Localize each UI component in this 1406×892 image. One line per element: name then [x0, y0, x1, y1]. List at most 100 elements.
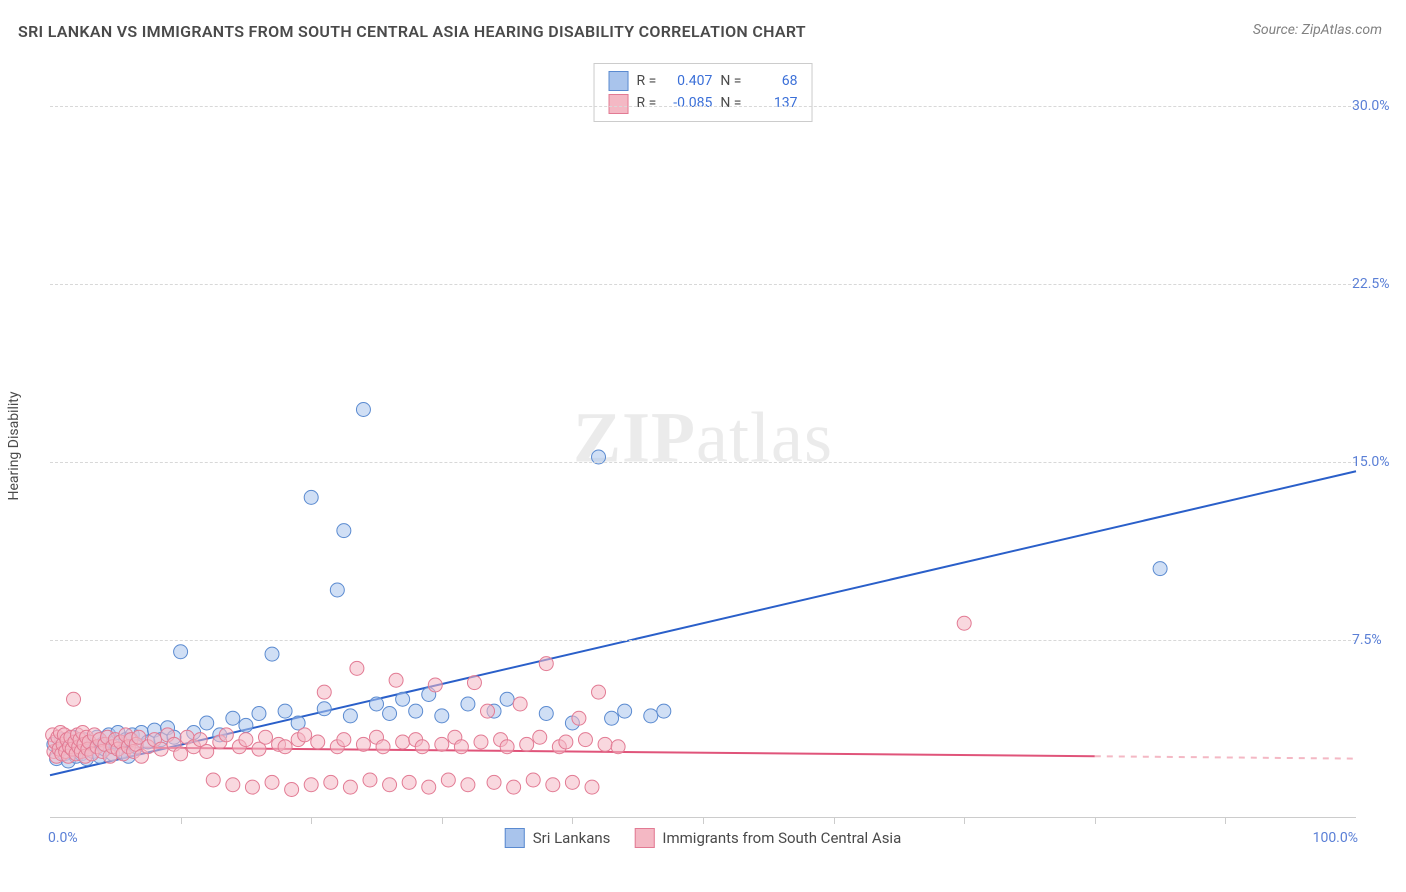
data-point-sri_lankans [500, 692, 514, 706]
y-axis-label: Hearing Disability [6, 392, 22, 501]
data-point-immigrants [526, 773, 540, 787]
gridline [50, 284, 1356, 285]
data-point-immigrants [467, 676, 481, 690]
data-point-immigrants [422, 780, 436, 794]
x-tick-mark [572, 818, 573, 824]
x-axis-min-label: 0.0% [48, 830, 78, 846]
data-point-immigrants [200, 745, 214, 759]
gridline [50, 640, 1356, 641]
data-point-immigrants [363, 773, 377, 787]
data-point-immigrants [324, 775, 338, 789]
data-point-sri_lankans [200, 716, 214, 730]
data-point-sri_lankans [409, 704, 423, 718]
data-point-immigrants [350, 661, 364, 675]
data-point-immigrants [174, 747, 188, 761]
data-point-immigrants [285, 783, 299, 797]
data-point-immigrants [154, 742, 168, 756]
data-point-immigrants [278, 740, 292, 754]
swatch-sri_lankans-icon [505, 828, 525, 848]
n-label: N = [720, 70, 741, 92]
n-label: N = [720, 92, 741, 114]
data-point-immigrants [565, 775, 579, 789]
swatch-immigrants-icon [609, 94, 629, 114]
chart-title: SRI LANKAN VS IMMIGRANTS FROM SOUTH CENT… [18, 22, 806, 41]
data-point-immigrants [572, 711, 586, 725]
data-point-sri_lankans [226, 711, 240, 725]
data-point-sri_lankans [435, 709, 449, 723]
stats-legend: R = 0.407 N = 68 R = -0.085 N = 137 [594, 63, 813, 122]
data-point-immigrants [376, 740, 390, 754]
data-point-immigrants [219, 728, 233, 742]
r-label: R = [637, 70, 657, 92]
data-point-sri_lankans [343, 709, 357, 723]
data-point-sri_lankans [278, 704, 292, 718]
data-point-immigrants [343, 780, 357, 794]
data-point-immigrants [957, 616, 971, 630]
data-point-sri_lankans [304, 490, 318, 504]
data-point-immigrants [317, 685, 331, 699]
y-tick-label: 7.5% [1352, 632, 1402, 648]
data-point-immigrants [611, 740, 625, 754]
data-point-immigrants [578, 733, 592, 747]
n-value-sri_lankans: 68 [749, 70, 797, 92]
data-point-immigrants [585, 780, 599, 794]
x-tick-mark [834, 818, 835, 824]
data-point-sri_lankans [330, 583, 344, 597]
x-tick-mark [1095, 818, 1096, 824]
data-point-immigrants [67, 692, 81, 706]
data-point-sri_lankans [383, 707, 397, 721]
data-point-immigrants [304, 778, 318, 792]
data-point-immigrants [396, 735, 410, 749]
data-point-sri_lankans [461, 697, 475, 711]
data-point-sri_lankans [356, 403, 370, 417]
legend-label-sri_lankans: Sri Lankans [533, 829, 611, 847]
data-point-immigrants [487, 775, 501, 789]
data-point-sri_lankans [317, 702, 331, 716]
swatch-immigrants-icon [634, 828, 654, 848]
legend-label-immigrants: Immigrants from South Central Asia [662, 829, 901, 847]
r-value-immigrants: -0.085 [664, 92, 712, 114]
data-point-sri_lankans [174, 645, 188, 659]
data-point-immigrants [454, 740, 468, 754]
data-point-immigrants [474, 735, 488, 749]
data-point-sri_lankans [644, 709, 658, 723]
gridline [50, 462, 1356, 463]
data-point-immigrants [500, 740, 514, 754]
data-point-immigrants [546, 778, 560, 792]
series-legend: Sri Lankans Immigrants from South Central… [505, 828, 902, 848]
data-point-immigrants [428, 678, 442, 692]
y-tick-label: 22.5% [1352, 276, 1402, 292]
data-point-immigrants [435, 737, 449, 751]
r-value-sri_lankans: 0.407 [664, 70, 712, 92]
scatter-plot [50, 58, 1356, 818]
data-point-immigrants [239, 733, 253, 747]
n-value-immigrants: 137 [749, 92, 797, 114]
data-point-sri_lankans [239, 718, 253, 732]
data-point-sri_lankans [605, 711, 619, 725]
legend-item-immigrants: Immigrants from South Central Asia [634, 828, 901, 848]
data-point-sri_lankans [657, 704, 671, 718]
data-point-sri_lankans [1153, 562, 1167, 576]
legend-item-sri_lankans: Sri Lankans [505, 828, 611, 848]
data-point-immigrants [311, 735, 325, 749]
data-point-sri_lankans [618, 704, 632, 718]
data-point-immigrants [520, 737, 534, 751]
data-point-immigrants [507, 780, 521, 794]
data-point-immigrants [389, 673, 403, 687]
data-point-immigrants [533, 730, 547, 744]
data-point-immigrants [226, 778, 240, 792]
data-point-sri_lankans [252, 707, 266, 721]
data-point-immigrants [337, 733, 351, 747]
x-tick-mark [311, 818, 312, 824]
data-point-immigrants [598, 737, 612, 751]
data-point-immigrants [356, 737, 370, 751]
trend-line-dashed-immigrants [1095, 756, 1356, 758]
data-point-immigrants [206, 773, 220, 787]
data-point-immigrants [258, 730, 272, 744]
x-tick-mark [1225, 818, 1226, 824]
x-tick-mark [442, 818, 443, 824]
data-point-immigrants [298, 728, 312, 742]
r-label: R = [637, 92, 657, 114]
stats-row-sri_lankans: R = 0.407 N = 68 [609, 70, 798, 92]
data-point-immigrants [441, 773, 455, 787]
